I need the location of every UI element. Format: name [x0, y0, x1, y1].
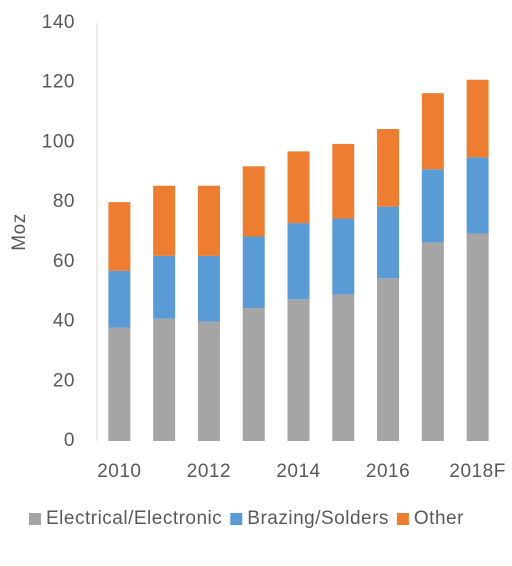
- y-tick-label: 40: [53, 311, 75, 332]
- bar-segment: [153, 185, 176, 256]
- legend-swatch: [396, 513, 409, 525]
- bar-segment: [421, 93, 444, 170]
- bar-segment: [287, 299, 310, 441]
- legend-swatch: [29, 513, 41, 525]
- legend-swatch: [230, 513, 243, 525]
- bar-segment: [421, 169, 444, 243]
- bar-segment: [466, 157, 489, 234]
- bar-segment: [197, 185, 220, 256]
- bar-segment: [377, 128, 400, 207]
- bar-segment: [108, 202, 131, 271]
- bar-segment: [197, 321, 220, 441]
- legend-label: Electrical/Electronic: [46, 508, 222, 529]
- y-tick-label: 60: [53, 251, 75, 272]
- y-tick-label: 0: [64, 430, 75, 451]
- y-tick-label: 140: [42, 12, 75, 33]
- bar-segment: [153, 255, 176, 319]
- x-tick-label: 2010: [97, 461, 141, 482]
- legend-label: Brazing/Solders: [247, 508, 389, 529]
- x-tick-label: 2014: [276, 461, 320, 482]
- x-tick-label: 2012: [187, 461, 231, 482]
- bar-segment: [153, 318, 176, 441]
- y-tick-label: 80: [53, 191, 75, 212]
- y-tick-label: 120: [42, 72, 75, 93]
- bar-segment: [466, 233, 489, 441]
- bar-segment: [332, 143, 355, 219]
- bar-segment: [108, 270, 131, 328]
- bar-segment: [197, 255, 220, 322]
- bar-segment: [421, 242, 444, 441]
- bar-segment: [242, 236, 265, 309]
- bar-segment: [242, 308, 265, 441]
- bar-segment: [332, 218, 355, 295]
- bar-segment: [287, 223, 310, 300]
- legend-label: Other: [414, 508, 464, 529]
- y-axis-label: Moz: [9, 213, 30, 250]
- bar-segment: [466, 79, 489, 158]
- y-tick-label: 20: [53, 370, 75, 391]
- x-tick-label: 2018F: [449, 461, 505, 482]
- bar-segment: [287, 151, 310, 224]
- y-tick-label: 100: [42, 131, 75, 152]
- x-tick-label: 2016: [366, 461, 410, 482]
- bar-segment: [377, 278, 400, 441]
- bar-segment: [108, 327, 131, 441]
- bar-segment: [242, 166, 265, 237]
- bar-segment: [332, 294, 355, 441]
- bar-segment: [377, 206, 400, 279]
